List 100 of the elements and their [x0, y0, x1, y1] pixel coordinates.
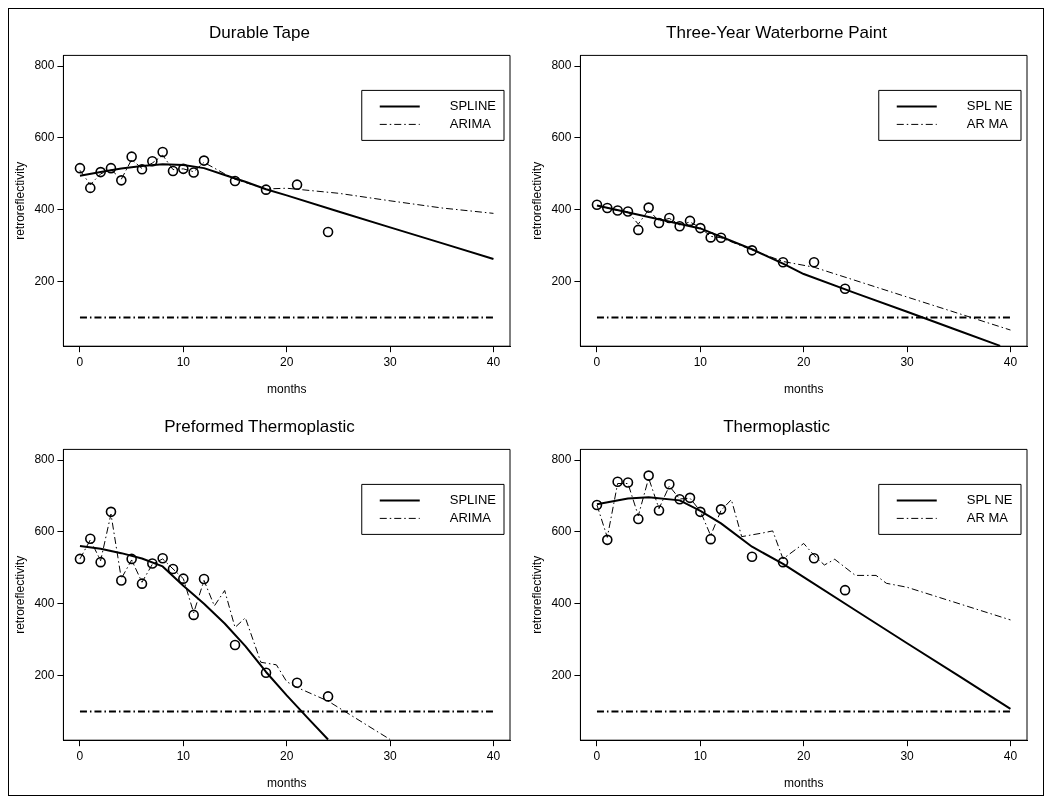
y-tick-label: 600 [34, 130, 55, 145]
point [715, 504, 727, 515]
point [157, 146, 168, 158]
y-axis-title: retroreflectivity [529, 161, 544, 240]
point [633, 224, 644, 236]
point [653, 217, 665, 229]
point [157, 552, 168, 564]
point [126, 151, 137, 162]
point [198, 155, 210, 166]
y-tick-label: 200 [551, 273, 572, 288]
point [260, 667, 272, 679]
point [229, 639, 241, 651]
y-tick-label: 600 [34, 524, 55, 539]
point [591, 499, 603, 511]
point [643, 470, 654, 481]
point [116, 175, 127, 186]
point [105, 162, 117, 174]
x-tick-label: 20 [280, 354, 294, 369]
point [695, 506, 706, 518]
x-tick-label: 20 [280, 748, 294, 763]
point [95, 556, 106, 568]
point [746, 245, 758, 256]
legend-label: SPL NE [966, 97, 1013, 113]
x-tick-label: 0 [593, 354, 601, 369]
point [612, 205, 623, 216]
y-tick-label: 200 [34, 667, 55, 682]
x-axis-title: months [784, 776, 824, 791]
point [777, 556, 789, 568]
point [105, 506, 117, 518]
point [643, 202, 654, 213]
x-tick-label: 10 [693, 354, 708, 369]
legend-label: SPLINE [449, 491, 497, 507]
point [602, 202, 613, 214]
point [808, 552, 820, 564]
point [839, 584, 851, 596]
legend-label: ARIMA [449, 509, 492, 525]
y-tick-label: 400 [551, 596, 572, 611]
x-tick-label: 30 [383, 354, 398, 369]
point [684, 215, 696, 227]
point [178, 163, 189, 175]
point [178, 573, 189, 584]
y-tick-label: 200 [34, 273, 55, 288]
x-tick-label: 0 [76, 748, 84, 763]
point [74, 553, 86, 565]
point [715, 232, 727, 244]
x-tick-label: 40 [1003, 748, 1018, 763]
y-axis-title: retroreflectivity [12, 555, 27, 634]
point [167, 563, 179, 575]
point [85, 182, 96, 194]
point [198, 573, 210, 585]
x-tick-label: 40 [1003, 354, 1018, 369]
y-tick-label: 400 [34, 596, 55, 611]
x-axis-title: months [267, 776, 307, 791]
point [808, 256, 820, 268]
point [664, 212, 675, 224]
point [674, 220, 685, 232]
chart-title: Thermoplastic [723, 416, 831, 436]
point [674, 494, 685, 505]
point [664, 478, 675, 490]
legend-label: ARIMA [449, 115, 492, 131]
y-tick-label: 600 [551, 130, 572, 145]
y-tick-label: 800 [551, 452, 572, 467]
x-tick-label: 40 [486, 748, 501, 763]
x-tick-label: 10 [176, 748, 191, 763]
point [322, 226, 334, 238]
x-tick-label: 30 [383, 748, 398, 763]
point [188, 167, 199, 178]
point [839, 283, 851, 295]
y-axis-title: retroreflectivity [12, 161, 27, 240]
point [633, 513, 644, 525]
point [291, 179, 303, 190]
point [684, 492, 696, 504]
y-tick-label: 400 [551, 202, 572, 217]
point [777, 256, 789, 268]
legend-label: SPLINE [449, 97, 497, 113]
point [622, 477, 634, 488]
y-tick-label: 200 [551, 667, 572, 682]
x-axis-title: months [784, 382, 824, 397]
x-tick-label: 0 [76, 354, 84, 369]
point [95, 166, 106, 178]
point [116, 575, 127, 586]
legend-label: AR MA [966, 509, 1009, 525]
point [188, 609, 199, 621]
y-tick-label: 800 [34, 58, 55, 73]
y-tick-label: 800 [34, 452, 55, 467]
x-tick-label: 20 [797, 748, 811, 763]
point [147, 156, 158, 167]
chart-title: Durable Tape [209, 22, 310, 42]
x-tick-label: 10 [693, 748, 708, 763]
y-tick-label: 600 [551, 524, 572, 539]
point [85, 533, 96, 545]
x-tick-label: 30 [900, 748, 915, 763]
point [291, 677, 303, 689]
legend-label: AR MA [966, 115, 1009, 131]
point [136, 163, 148, 175]
x-axis-title: months [267, 382, 307, 397]
point [136, 578, 148, 589]
y-tick-label: 800 [551, 58, 572, 73]
point [229, 175, 241, 187]
point [705, 533, 716, 545]
